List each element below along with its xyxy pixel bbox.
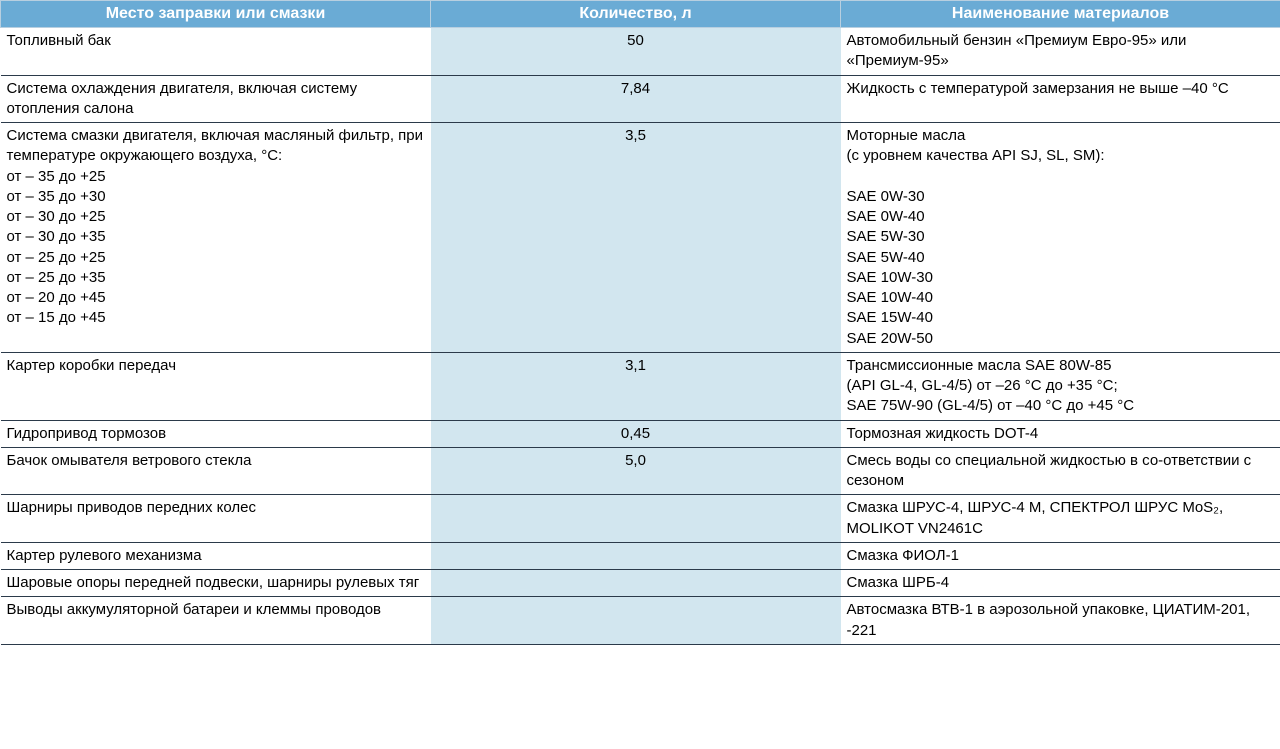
table-row: Выводы аккумуляторной батареи и клеммы п…: [1, 597, 1280, 645]
cell-location: Система смазки двигателя, включая маслян…: [1, 123, 431, 353]
col-header-location: Место заправки или смазки: [1, 1, 431, 28]
cell-quantity: 0,45: [431, 420, 841, 447]
cell-material: Смесь воды со специальной жидкостью в со…: [841, 447, 1280, 495]
cell-location: Картер рулевого механизма: [1, 542, 431, 569]
table-row: Шарниры приводов передних колес Смазка ШР…: [1, 495, 1280, 543]
cell-material: Жидкость с температурой замерзания не вы…: [841, 75, 1280, 123]
cell-material: Смазка ШРБ-4: [841, 570, 1280, 597]
cell-quantity: 3,5: [431, 123, 841, 353]
cell-quantity: 3,1: [431, 352, 841, 420]
table-row: Картер коробки передач3,1Трансмиссионные…: [1, 352, 1280, 420]
cell-quantity: 7,84: [431, 75, 841, 123]
cell-location: Бачок омывателя ветрового стекла: [1, 447, 431, 495]
cell-location: Шаровые опоры передней подвески, шарниры…: [1, 570, 431, 597]
table-row: Система смазки двигателя, включая маслян…: [1, 123, 1280, 353]
cell-quantity: 5,0: [431, 447, 841, 495]
col-header-quantity: Количество, л: [431, 1, 841, 28]
cell-location: Топливный бак: [1, 28, 431, 76]
table-row: Система охлаждения двигателя, включая си…: [1, 75, 1280, 123]
cell-location: Система охлаждения двигателя, включая си…: [1, 75, 431, 123]
cell-material: Смазка ШРУС-4, ШРУС-4 М, СПЕКТРОЛ ШРУС M…: [841, 495, 1280, 543]
table-row: Картер рулевого механизма Смазка ФИОЛ-1: [1, 542, 1280, 569]
cell-material: Тормозная жидкость DOT-4: [841, 420, 1280, 447]
cell-location: Выводы аккумуляторной батареи и клеммы п…: [1, 597, 431, 645]
table-header-row: Место заправки или смазки Количество, л …: [1, 1, 1280, 28]
cell-quantity: [431, 542, 841, 569]
cell-location: Гидропривод тормозов: [1, 420, 431, 447]
cell-material: Автосмазка ВТВ-1 в аэрозольной упаковке,…: [841, 597, 1280, 645]
col-header-material: Наименование материалов: [841, 1, 1280, 28]
cell-material: Моторные масла(с уровнем качества API SJ…: [841, 123, 1280, 353]
cell-material: Смазка ФИОЛ-1: [841, 542, 1280, 569]
lubricants-table: Место заправки или смазки Количество, л …: [0, 0, 1280, 645]
table-row: Топливный бак50Автомобильный бензин «Пре…: [1, 28, 1280, 76]
cell-quantity: 50: [431, 28, 841, 76]
cell-material: Автомобильный бензин «Премиум Евро-95» и…: [841, 28, 1280, 76]
table-row: Гидропривод тормозов0,45Тормозная жидкос…: [1, 420, 1280, 447]
cell-location: Картер коробки передач: [1, 352, 431, 420]
cell-location: Шарниры приводов передних колес: [1, 495, 431, 543]
cell-quantity: [431, 597, 841, 645]
cell-quantity: [431, 570, 841, 597]
cell-quantity: [431, 495, 841, 543]
table-row: Шаровые опоры передней подвески, шарниры…: [1, 570, 1280, 597]
cell-material: Трансмиссионные масла SAE 80W-85 (API GL…: [841, 352, 1280, 420]
table-row: Бачок омывателя ветрового стекла5,0Смесь…: [1, 447, 1280, 495]
